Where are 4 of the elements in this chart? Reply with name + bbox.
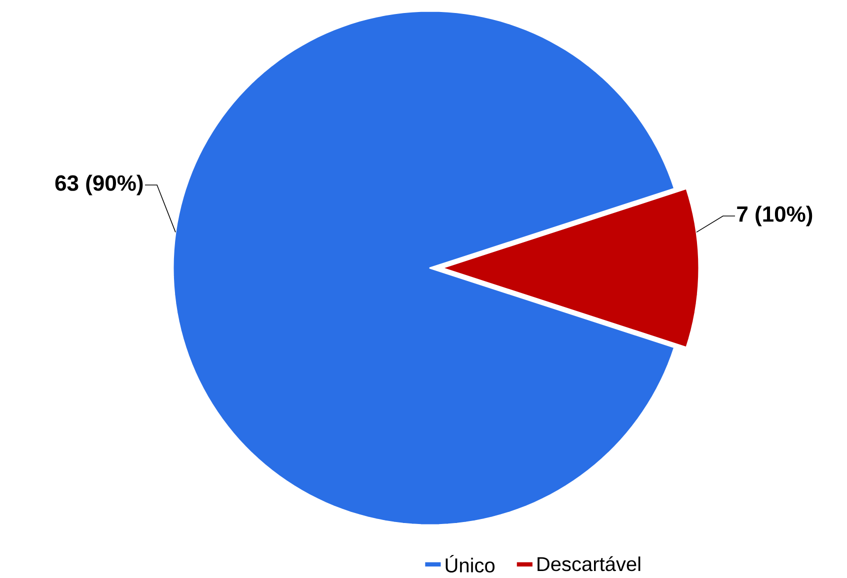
data-label: 63 (90%): [55, 174, 143, 196]
data-label: 7 (10%): [737, 206, 812, 226]
legend-label: Único: [446, 554, 495, 572]
legend-label: Descartável: [538, 556, 640, 572]
